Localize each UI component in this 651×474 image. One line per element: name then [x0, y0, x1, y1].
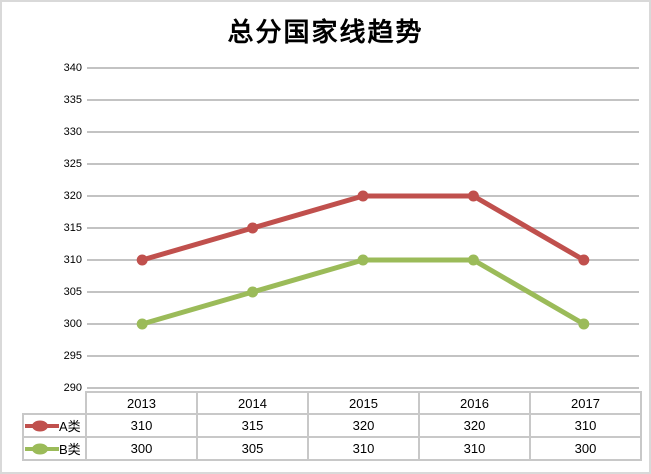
data-point-marker-B类 [136, 318, 148, 330]
data-point-marker-A类 [357, 190, 369, 202]
data-point-marker-A类 [136, 254, 148, 266]
value-cell: 300 [529, 436, 642, 461]
value-cell: 310 [529, 413, 642, 438]
y-tick-label: 335 [63, 94, 82, 106]
data-point-marker-A类 [247, 222, 259, 234]
legend-cell: B类 [22, 436, 87, 461]
legend-label: A类 [59, 419, 81, 434]
year-header-cell: 2013 [85, 391, 198, 415]
year-header-cell: 2017 [529, 391, 642, 415]
table-row-B类: B类 300 305 310 310 300 [22, 436, 642, 461]
data-point-marker-A类 [467, 190, 479, 202]
y-tick-label: 315 [63, 222, 82, 234]
year-header-cell: 2015 [307, 391, 420, 415]
data-point-marker-B类 [247, 286, 259, 298]
y-tick-label: 300 [63, 318, 82, 330]
y-tick-label: 305 [63, 286, 82, 298]
y-tick-label: 325 [63, 158, 82, 170]
y-tick-label: 290 [63, 382, 82, 394]
year-header-cell: 2016 [418, 391, 531, 415]
value-cell: 310 [307, 436, 420, 461]
value-cell: 315 [196, 413, 309, 438]
chart-data-table: 2013 2014 2015 2016 2017 A类 310 315 320 320 310 B类 3… [22, 391, 642, 461]
data-point-marker-B类 [467, 254, 479, 266]
legend-cell: A类 [22, 413, 87, 438]
value-cell: 300 [85, 436, 198, 461]
y-tick-label: 330 [63, 126, 82, 138]
table-corner-blank [23, 392, 86, 414]
data-point-marker-A类 [578, 254, 590, 266]
value-cell: 320 [418, 413, 531, 438]
legend-label: B类 [59, 442, 81, 457]
table-header-row: 2013 2014 2015 2016 2017 [23, 391, 642, 415]
value-cell: 310 [418, 436, 531, 461]
chart-title: 总分国家线趋势 [227, 18, 424, 48]
value-cell: 305 [196, 436, 309, 461]
value-cell: 320 [307, 413, 420, 438]
y-tick-label: 340 [63, 62, 82, 74]
chart-data-table-body: 2013 2014 2015 2016 2017 A类 310 315 320 320 310 B类 3… [22, 391, 642, 461]
legend-key-icon [25, 420, 59, 431]
y-tick-label: 320 [63, 190, 82, 202]
value-cell: 310 [85, 413, 198, 438]
data-point-marker-B类 [357, 254, 369, 266]
data-point-marker-B类 [578, 318, 590, 330]
y-tick-label: 310 [63, 254, 82, 266]
year-header-cell: 2014 [196, 391, 309, 415]
table-row-A类: A类 310 315 320 320 310 [22, 413, 642, 438]
y-tick-label: 295 [63, 350, 82, 362]
legend-key-icon [25, 443, 59, 454]
